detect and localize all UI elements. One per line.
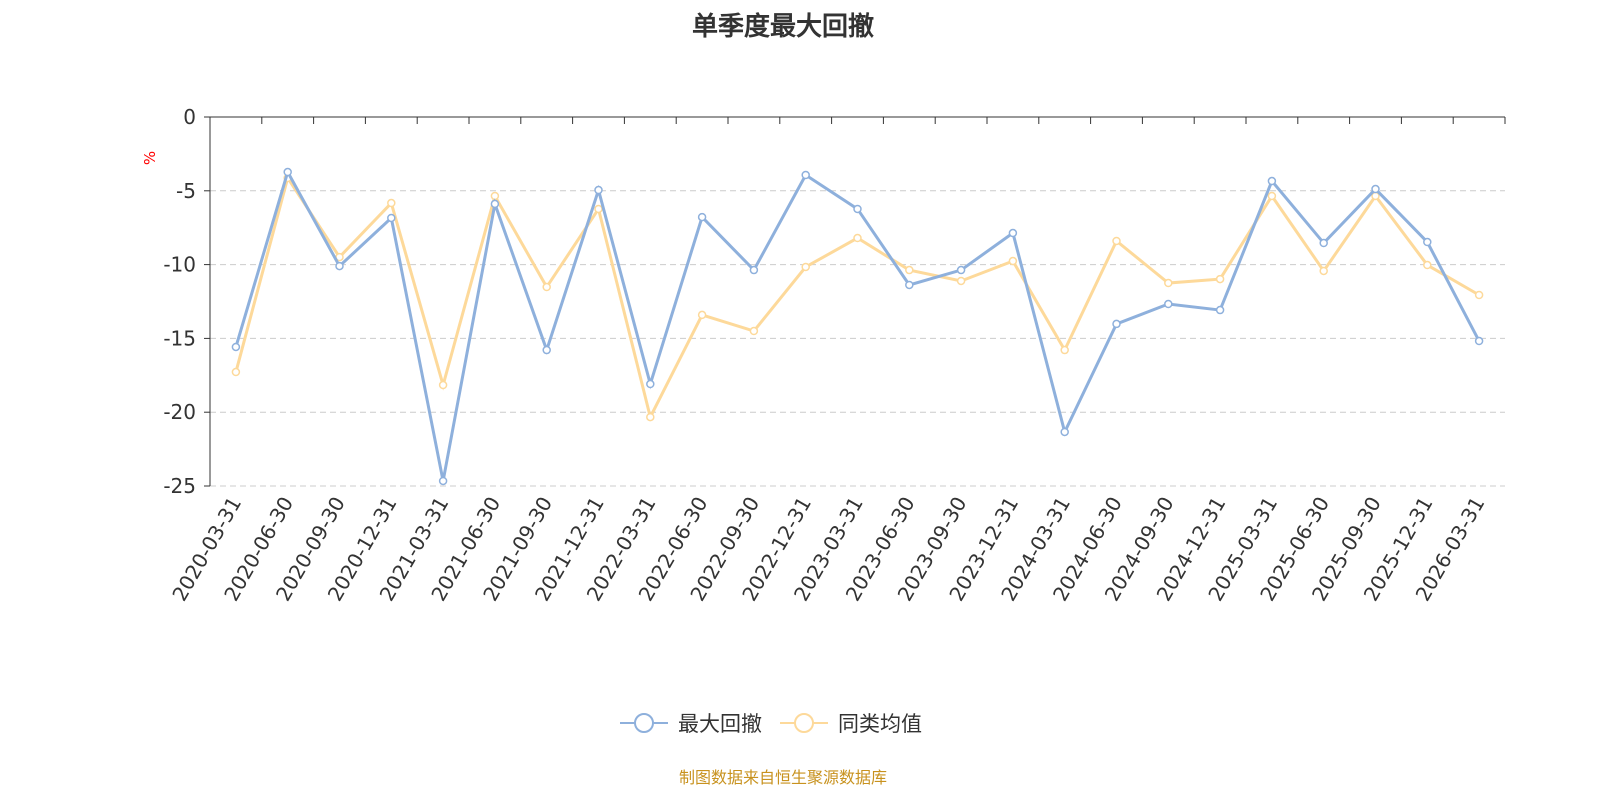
data-point [956, 265, 966, 275]
data-point [1423, 260, 1432, 270]
data-point [594, 204, 603, 214]
data-point [542, 282, 551, 292]
data-point [697, 212, 707, 222]
data-point [335, 261, 344, 271]
data-point [231, 342, 241, 352]
data-point [1164, 278, 1173, 288]
data-point [1267, 176, 1277, 186]
source-note: 制图数据来自恒生聚源数据库 [678, 768, 887, 787]
data-point [490, 191, 500, 201]
data-point [956, 276, 966, 286]
data-point [1164, 299, 1173, 309]
data-point [231, 367, 241, 377]
data-point [646, 379, 655, 389]
data-point [1215, 305, 1225, 315]
data-point [853, 233, 862, 243]
chart-title: 单季度最大回撤 [691, 12, 874, 42]
legend-label: 最大回撤 [678, 712, 762, 736]
data-point [542, 345, 551, 355]
y-tick-label: -5 [176, 179, 196, 203]
series-line [234, 168, 1481, 482]
data-point [646, 412, 655, 422]
data-point [905, 280, 914, 290]
data-point [1008, 228, 1018, 238]
data-point [697, 310, 707, 320]
y-tick-label: 0 [183, 105, 196, 129]
data-point [1215, 274, 1225, 284]
legend-item-peer-average[interactable]: 同类均值 [780, 708, 922, 738]
legend-marker-icon [620, 713, 668, 733]
legend-marker-icon [780, 713, 828, 733]
data-point [1060, 345, 1069, 355]
data-point [1319, 266, 1328, 276]
data-point [387, 213, 396, 223]
legend: 最大回撤 同类均值 [620, 708, 940, 738]
y-tick-label: -20 [163, 400, 196, 424]
legend-item-max-drawdown[interactable]: 最大回撤 [620, 708, 762, 738]
data-point [1371, 184, 1380, 194]
data-point [749, 265, 759, 275]
data-point [1319, 238, 1328, 248]
data-point [801, 262, 810, 272]
y-tick-label: -10 [163, 253, 196, 277]
data-point [1474, 290, 1484, 300]
data-point [1423, 237, 1432, 247]
data-point [1474, 336, 1484, 346]
y-tick-label: -15 [163, 326, 196, 350]
data-point [1267, 191, 1277, 201]
legend-label: 同类均值 [838, 712, 922, 736]
data-point [438, 380, 448, 390]
data-point [594, 185, 603, 195]
data-point [749, 326, 759, 336]
data-point [1008, 256, 1018, 266]
data-point [283, 167, 292, 177]
data-point [801, 170, 810, 180]
data-point [853, 204, 862, 214]
data-point [905, 265, 914, 275]
data-point [490, 199, 500, 209]
data-point [1112, 319, 1121, 329]
y-axis-label: % [141, 151, 159, 165]
data-point [1112, 236, 1121, 246]
y-tick-label: -25 [163, 474, 196, 498]
data-point [387, 198, 396, 208]
data-point [438, 476, 448, 486]
data-point [1060, 427, 1069, 437]
